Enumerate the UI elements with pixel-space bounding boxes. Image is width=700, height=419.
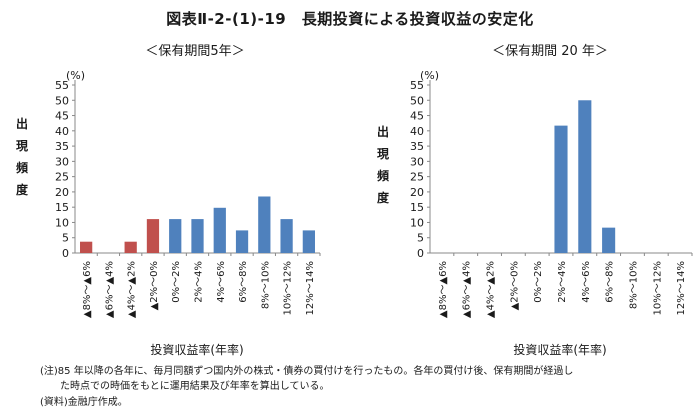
x-tick-label-20y: ▲6%～▲4% [462, 261, 473, 318]
x-tick-label-20y: 4%～6% [581, 261, 592, 303]
bar-5y [124, 241, 137, 253]
note-line-1: (注)85 年以降の各年に、毎月同額ずつ国内外の株式・債券の買付けを行ったもの。… [40, 366, 574, 377]
x-tick-label-5y: 4%～6% [216, 261, 227, 303]
x-tick-label-5y: ▲6%～▲4% [104, 261, 115, 318]
x-tick-label-5y: 12%～14% [305, 261, 316, 315]
source-note: (資料)金融庁作成。 [40, 397, 128, 408]
bar-5y [191, 219, 204, 253]
x-tick-label-5y: ▲2%～0% [149, 261, 160, 310]
y-tick-label-20y: 5 [417, 232, 424, 245]
x-tick-label-5y: 10%～12% [283, 261, 294, 315]
y-tick-label-5y: 55 [55, 79, 69, 92]
x-tick-label-20y: ▲4%～▲2% [486, 261, 497, 318]
bar-5y [302, 230, 315, 253]
y-label-char-5y: 出 [16, 116, 28, 131]
x-label-20y: 投資収益率(年率) [513, 342, 606, 357]
y-label-char-20y: 現 [377, 147, 389, 161]
x-tick-label-20y: ▲2%～0% [509, 261, 520, 310]
bar-5y [146, 219, 160, 253]
page-title: 図表Ⅱ-2-(1)-19 長期投資による投資収益の安定化 [166, 10, 534, 28]
x-tick-label-20y: 8%～10% [628, 261, 639, 309]
y-tick-label-5y: 50 [55, 94, 69, 107]
x-tick-label-5y: 2%～4% [194, 261, 205, 303]
chart-5y-title: ＜保有期間5年＞ [145, 44, 245, 59]
y-tick-label-5y: 40 [55, 125, 69, 138]
y-tick-label-20y: 45 [410, 110, 424, 123]
y-tick-label-5y: 25 [55, 171, 69, 184]
x-tick-label-5y: 0%～2% [171, 261, 182, 303]
y-tick-label-5y: 15 [55, 201, 69, 214]
x-tick-label-5y: ▲8%～▲6% [82, 261, 93, 318]
bar-5y [213, 207, 226, 253]
x-label-5y: 投資収益率(年率) [150, 342, 243, 357]
bar-5y [280, 219, 293, 253]
y-tick-label-5y: 0 [62, 247, 69, 260]
y-tick-label-5y: 10 [55, 216, 69, 229]
y-tick-label-5y: 45 [55, 110, 69, 123]
x-tick-label-20y: 10%～12% [652, 261, 663, 315]
x-tick-label-5y: ▲4%～▲2% [127, 261, 138, 318]
bar-5y [169, 219, 182, 253]
y-tick-label-20y: 55 [410, 79, 424, 92]
y-label-char-20y: 頻 [377, 168, 389, 183]
y-tick-label-20y: 0 [417, 247, 424, 260]
x-tick-label-20y: 2%～4% [557, 261, 568, 303]
y-tick-label-5y: 35 [55, 140, 69, 153]
y-tick-label-20y: 10 [410, 216, 424, 229]
x-tick-label-5y: 6%～8% [238, 261, 249, 303]
y-tick-label-20y: 25 [410, 171, 424, 184]
bar-20y [578, 100, 592, 253]
y-tick-label-20y: 40 [410, 125, 424, 138]
bar-20y [602, 227, 616, 253]
bar-5y [235, 230, 249, 253]
y-label-char-5y: 頻 [16, 160, 28, 175]
x-tick-label-20y: 12%～14% [676, 261, 687, 315]
bar-5y [258, 196, 271, 253]
y-label-char-5y: 現 [16, 139, 28, 153]
y-tick-label-20y: 35 [410, 140, 424, 153]
y-tick-label-5y: 30 [55, 155, 69, 168]
note-line-2: た時点での時価をもとに運用結果及び年率を算出している。 [40, 381, 330, 392]
y-unit-5y: (%) [66, 69, 85, 82]
x-tick-label-5y: 8%～10% [260, 261, 271, 309]
y-label-char-20y: 出 [377, 124, 389, 139]
y-tick-label-20y: 30 [410, 155, 424, 168]
y-unit-20y: (%) [420, 69, 439, 82]
bar-5y [80, 241, 93, 253]
y-tick-label-5y: 20 [55, 186, 69, 199]
bar-20y [554, 125, 568, 253]
y-label-char-20y: 度 [377, 190, 390, 205]
y-tick-label-20y: 15 [410, 201, 424, 214]
x-tick-label-20y: ▲8%～▲6% [438, 261, 449, 318]
y-tick-label-20y: 20 [410, 186, 424, 199]
y-tick-label-20y: 50 [410, 94, 424, 107]
y-label-char-5y: 度 [16, 182, 29, 197]
y-tick-label-5y: 5 [62, 232, 69, 245]
x-tick-label-20y: 6%～8% [605, 261, 616, 303]
chart-20y-title: ＜保有期間 20 年＞ [492, 44, 608, 59]
x-tick-label-20y: 0%～2% [533, 261, 544, 303]
